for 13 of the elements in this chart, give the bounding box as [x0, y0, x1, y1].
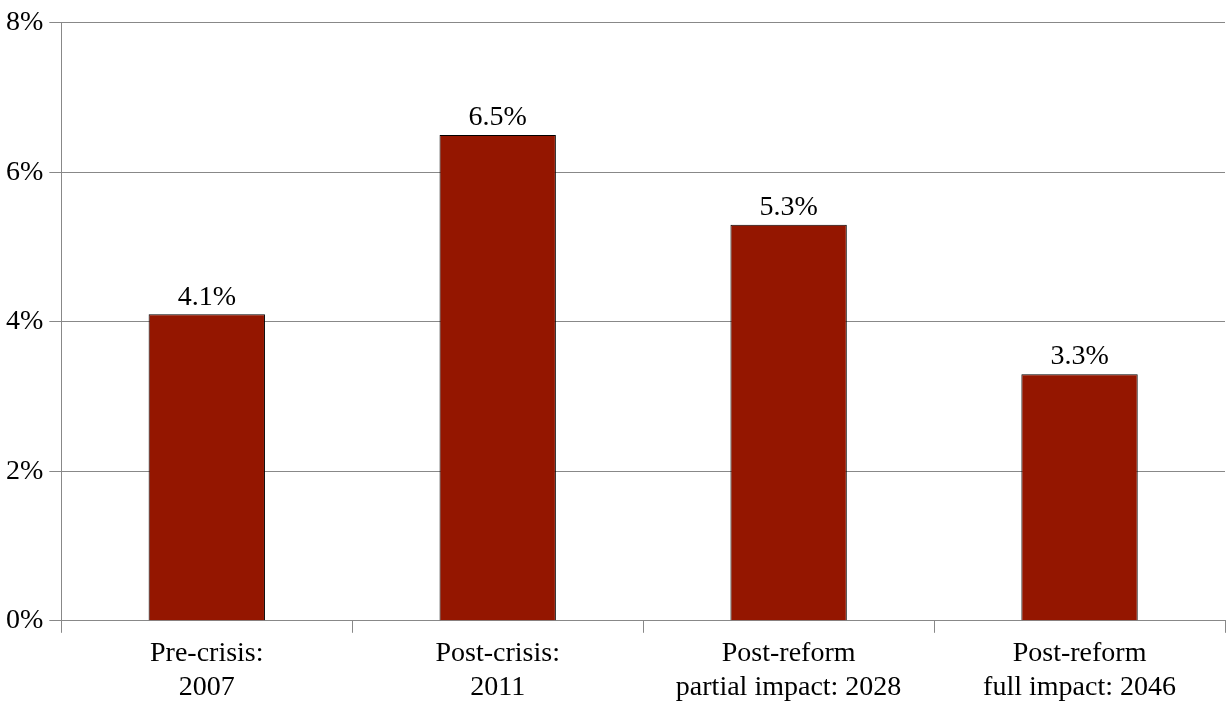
y-tick-label: 6%: [6, 154, 44, 186]
y-tick-label: 2%: [6, 453, 44, 485]
data-label: 3.3%: [1050, 339, 1109, 371]
y-tick-label: 0%: [6, 603, 44, 635]
y-tick-label: 8%: [6, 5, 44, 37]
x-tick-label: Post-crisis: 2011: [435, 635, 560, 701]
x-tick-label: Post-reform partial impact: 2028: [675, 635, 902, 701]
x-tick-label: Post-reform full impact: 2046: [983, 635, 1176, 701]
y-tick-label: 4%: [6, 304, 44, 336]
data-label: 4.1%: [177, 279, 236, 311]
data-label: 5.3%: [759, 189, 818, 221]
x-tick-label: Pre-crisis: 2007: [150, 635, 264, 701]
data-label: 6.5%: [468, 100, 527, 132]
